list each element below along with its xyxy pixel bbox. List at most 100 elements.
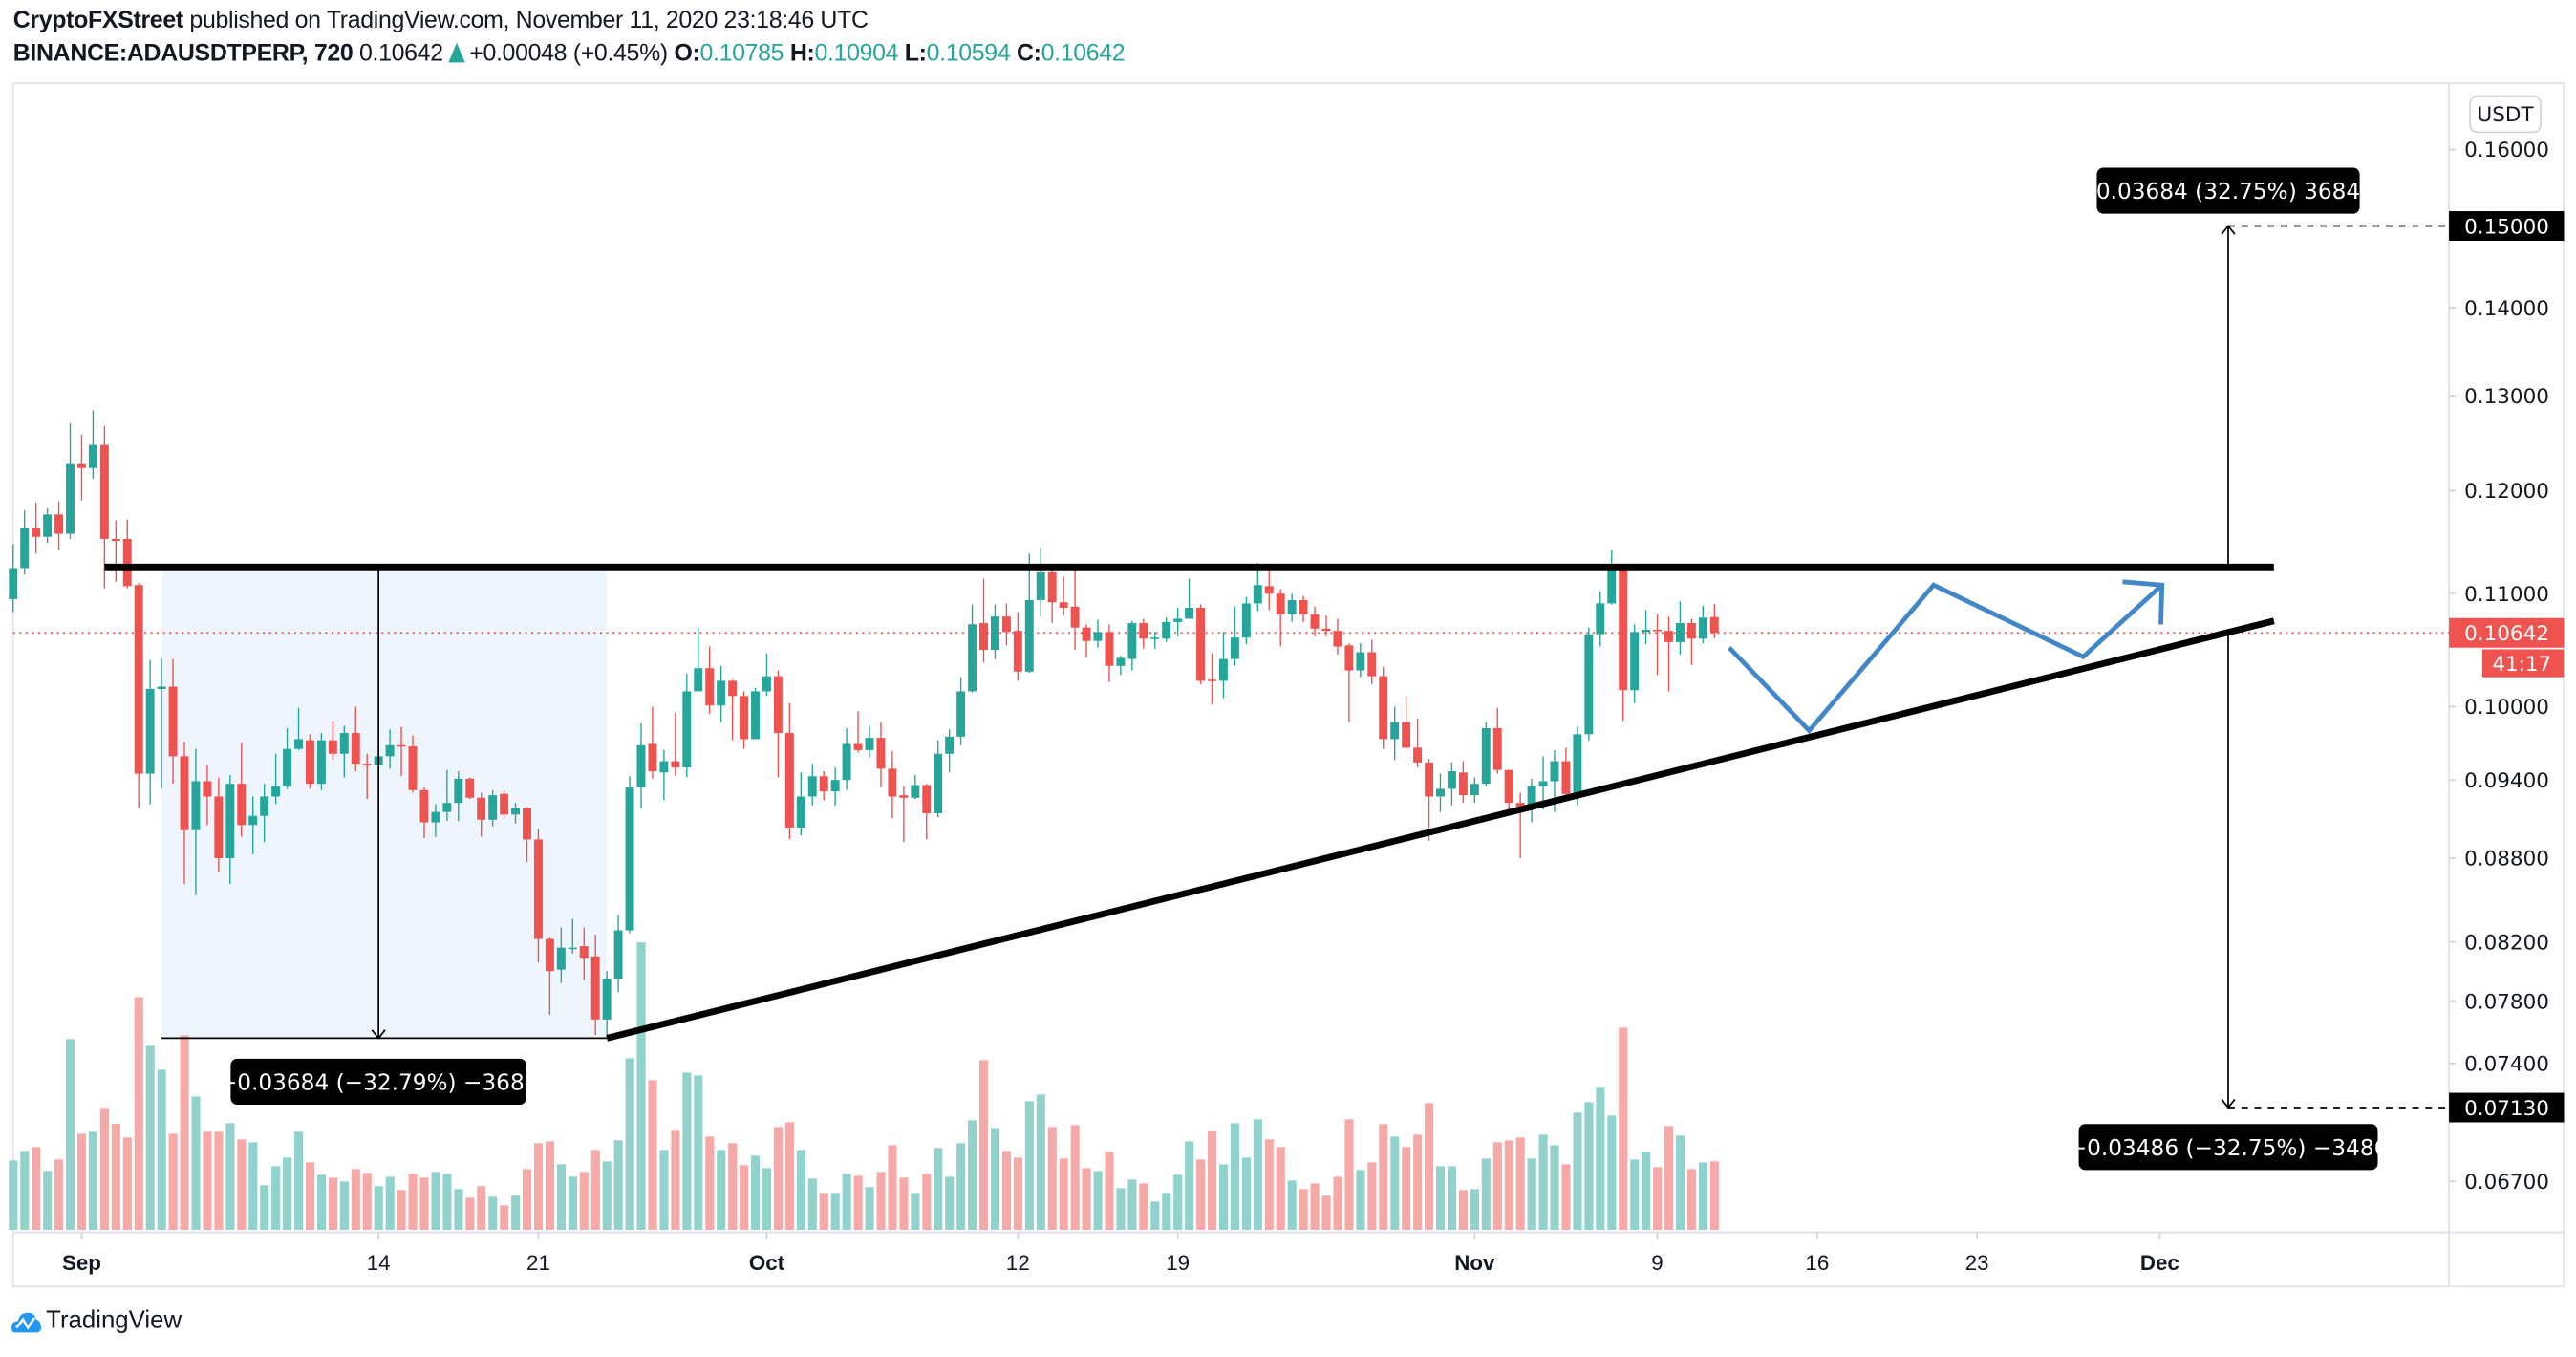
candle-body [602, 979, 612, 1020]
candle-body [1619, 570, 1628, 691]
candle-body [362, 764, 372, 765]
candle-body [1356, 652, 1365, 671]
candle-body [590, 956, 600, 1020]
volume-bar [1218, 1164, 1229, 1230]
candle-body [568, 947, 577, 950]
candle [602, 971, 612, 1037]
volume-bar [260, 1185, 269, 1230]
volume-bar [1344, 1119, 1354, 1230]
candle [1653, 614, 1663, 676]
candle-body [339, 733, 349, 754]
candle [488, 789, 498, 827]
measure-left-label-box [230, 1058, 526, 1106]
candle [1024, 553, 1034, 673]
currency-button[interactable]: USDT [2469, 95, 2542, 134]
candle-body [1230, 637, 1239, 659]
tradingview-logo[interactable]: TradingView [11, 1306, 182, 1334]
volume-bar [351, 1169, 360, 1230]
volume-bar [283, 1157, 292, 1230]
volume-bar [1162, 1193, 1171, 1230]
candle [773, 670, 783, 778]
candle [1321, 614, 1331, 637]
volume-bar [990, 1128, 1000, 1230]
author-name[interactable]: CryptoFXStreet [12, 8, 183, 35]
volume-bar [1561, 1164, 1571, 1230]
candle [1425, 758, 1434, 841]
candle [1127, 620, 1137, 671]
candle [1344, 643, 1354, 722]
candle-body [819, 776, 828, 792]
low-label: L: [904, 40, 927, 68]
price-change: +0.00048 (+0.45%) [469, 40, 668, 68]
symbol-name[interactable]: BINANCE:ADAUSDTPERP, 720 [12, 40, 354, 68]
volume-bar [168, 1133, 178, 1230]
time-tick-label: Sep [62, 1251, 101, 1275]
candle-body [1607, 570, 1617, 604]
volume-bar [9, 1160, 18, 1230]
candle-body [1481, 727, 1491, 785]
time-tick-label: 16 [1805, 1251, 1829, 1275]
candle-body [20, 528, 30, 569]
candle [1515, 792, 1525, 859]
volume-bar [934, 1148, 943, 1230]
candle [1333, 618, 1342, 655]
volume-bar [865, 1187, 874, 1230]
candle [762, 653, 771, 697]
candle-body [1218, 658, 1228, 681]
high-label: H: [789, 40, 815, 68]
volume-bar [853, 1175, 863, 1230]
volume-bar [1299, 1189, 1308, 1230]
candle-body [477, 797, 486, 820]
measure-up-label-text: 0.03684 (32.75%) 3684 [2096, 179, 2360, 205]
candle-body [1515, 803, 1525, 808]
volume-bar [625, 1058, 634, 1230]
volume-bar [1573, 1112, 1582, 1230]
candle-body [1458, 772, 1468, 796]
candle-body [225, 784, 235, 859]
bar-countdown: 41:17 [2492, 653, 2551, 677]
candle [1527, 778, 1536, 823]
volume-bar [122, 1137, 132, 1230]
candle [659, 749, 669, 801]
volume-bar [1458, 1190, 1469, 1230]
candle [1492, 707, 1502, 774]
candle-body [1001, 616, 1011, 633]
candle-body [762, 676, 771, 692]
candle-body [1173, 618, 1183, 622]
volume-bar [1196, 1159, 1206, 1230]
candle [922, 784, 932, 840]
candle [1299, 595, 1308, 622]
volume-bar [1276, 1147, 1285, 1230]
candle-body [922, 785, 932, 813]
candle [66, 422, 75, 539]
triangle-up-icon [447, 42, 465, 63]
volume-bar [1013, 1157, 1022, 1230]
candle [945, 729, 955, 773]
volume-bar [362, 1173, 372, 1230]
candle-body [556, 947, 566, 970]
candle [545, 937, 554, 1016]
candle [511, 803, 521, 824]
candle [328, 721, 337, 761]
volume-bar [830, 1193, 840, 1230]
candle [191, 748, 201, 895]
price-marker-label: 0.07130 [2464, 1097, 2549, 1121]
time-tick-label: 21 [526, 1251, 550, 1275]
candle [157, 658, 166, 789]
candle [590, 935, 600, 1036]
candle [1287, 593, 1297, 622]
candle [397, 726, 406, 777]
price-tick-label: 0.16000 [2464, 139, 2549, 162]
candle-body [1561, 761, 1571, 794]
volume-bar [1150, 1201, 1160, 1230]
volume-bar [922, 1174, 932, 1230]
candle-body [979, 623, 988, 651]
candle-body [523, 808, 531, 840]
countdown-box [2482, 649, 2565, 678]
volume-bar [305, 1162, 315, 1230]
volume-bar [705, 1136, 715, 1230]
volume-bar [694, 1075, 703, 1230]
candle-body [888, 768, 897, 797]
